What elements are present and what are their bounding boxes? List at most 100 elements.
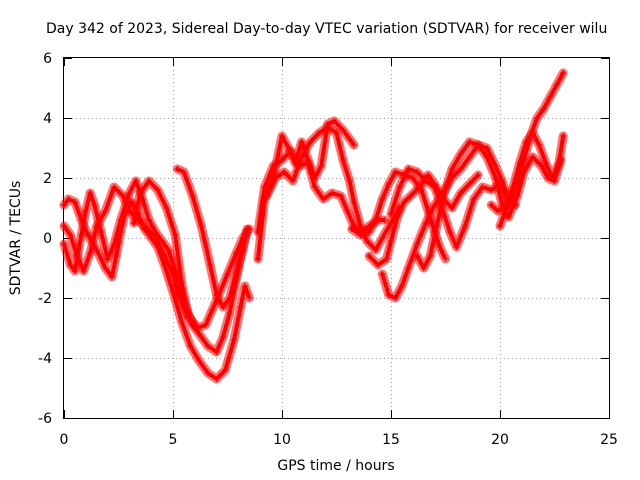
data-point — [163, 205, 170, 211]
y-tick-label: 0 — [43, 231, 52, 247]
data-point — [174, 166, 181, 172]
data-point — [279, 157, 285, 163]
data-point — [71, 199, 78, 205]
data-point — [357, 232, 364, 238]
data-point — [446, 229, 453, 235]
data-point — [298, 139, 305, 145]
data-point — [272, 175, 279, 181]
data-point — [492, 175, 499, 181]
series-line-track-8 — [264, 125, 402, 252]
data-point — [320, 196, 327, 202]
data-point — [470, 196, 477, 202]
data-point — [414, 241, 421, 247]
data-point — [111, 241, 118, 247]
data-point — [224, 271, 231, 277]
data-point — [65, 196, 72, 202]
data-point — [401, 199, 408, 205]
data-point — [213, 349, 220, 355]
data-point — [137, 190, 144, 196]
data-point — [394, 214, 401, 220]
data-point — [307, 139, 314, 145]
data-point — [364, 238, 371, 244]
data-series — [59, 68, 568, 384]
data-point — [560, 70, 567, 76]
data-point — [161, 262, 168, 268]
data-point — [453, 244, 460, 250]
data-point — [191, 322, 198, 328]
data-point — [385, 292, 392, 298]
data-point — [547, 94, 554, 100]
plot-frame — [63, 57, 610, 419]
data-point — [170, 289, 176, 295]
data-point — [466, 139, 473, 145]
data-point — [381, 217, 388, 223]
data-point — [226, 310, 233, 316]
data-point — [61, 223, 67, 229]
data-point — [475, 172, 482, 178]
y-tick-label: 4 — [43, 111, 52, 127]
data-point — [237, 304, 244, 310]
data-point — [488, 202, 495, 208]
chart-title: Day 342 of 2023, Sidereal Day-to-day VTE… — [46, 21, 607, 37]
data-point — [440, 193, 447, 199]
y-axis-label: SDTVAR / TECUs — [8, 181, 24, 296]
data-point — [117, 217, 124, 223]
data-point — [78, 232, 85, 238]
data-point — [534, 115, 541, 121]
y-tick-label: -2 — [38, 291, 52, 307]
data-point — [344, 208, 351, 214]
data-point — [388, 238, 394, 244]
series-line-track-13 — [415, 140, 563, 270]
data-point — [67, 262, 74, 268]
data-point — [475, 142, 482, 148]
data-point — [523, 139, 530, 145]
data-point — [154, 187, 161, 193]
data-point — [388, 211, 394, 217]
data-point — [246, 295, 253, 301]
data-point — [348, 226, 355, 232]
data-point — [311, 184, 318, 190]
data-point — [529, 130, 536, 136]
data-point — [113, 253, 120, 259]
data-point — [80, 268, 87, 274]
data-point — [244, 226, 251, 232]
data-point — [442, 256, 449, 262]
data-point — [108, 274, 115, 280]
data-point — [542, 160, 549, 166]
x-axis-label: GPS time / hours — [277, 458, 394, 474]
x-tick-label: 0 — [60, 432, 69, 448]
data-point — [366, 253, 373, 259]
data-point — [379, 235, 386, 241]
data-point — [457, 190, 464, 196]
data-point — [305, 160, 312, 166]
data-point — [270, 163, 277, 169]
y-tick-label: 2 — [43, 171, 52, 187]
data-point — [196, 331, 203, 337]
data-point — [466, 181, 473, 187]
data-point — [220, 304, 227, 310]
data-point — [560, 133, 567, 139]
data-point — [84, 232, 91, 238]
data-point — [405, 265, 412, 271]
data-point — [213, 292, 220, 298]
data-point — [333, 130, 340, 136]
x-tick-label: 25 — [600, 432, 618, 448]
data-point — [409, 175, 416, 181]
data-point — [449, 166, 456, 172]
data-point — [98, 229, 105, 235]
data-point — [281, 169, 288, 175]
data-point — [350, 199, 357, 205]
data-point — [154, 244, 161, 250]
data-point — [457, 151, 464, 157]
data-point — [431, 184, 438, 190]
data-point — [372, 247, 379, 253]
data-point — [414, 169, 421, 175]
data-point — [148, 235, 155, 241]
data-point — [427, 253, 434, 259]
data-point — [553, 82, 560, 88]
data-point — [165, 247, 172, 253]
data-point — [488, 187, 495, 193]
data-point — [222, 367, 229, 373]
data-point — [366, 229, 373, 235]
